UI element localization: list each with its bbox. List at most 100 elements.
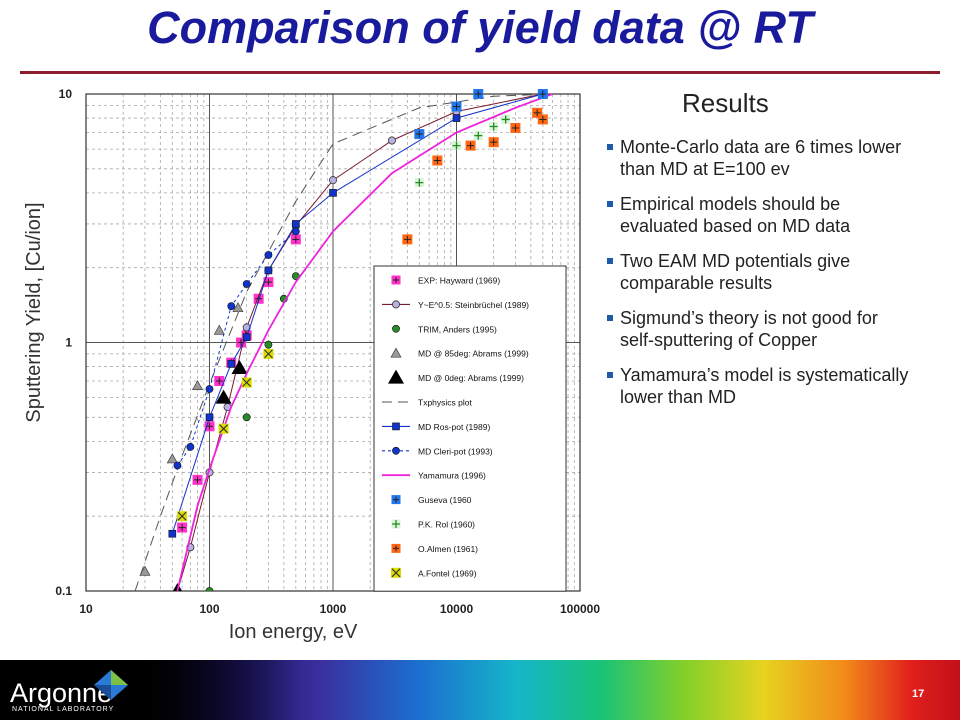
- results-heading: Results: [682, 88, 769, 118]
- series-p-k-rol-1960: [414, 114, 511, 188]
- x-tick-label: 100: [199, 602, 219, 616]
- legend-item: MD Ros-pot (1989): [382, 422, 490, 432]
- argonne-logo-text: Argonne: [10, 678, 113, 708]
- argonne-logo-icon: [94, 670, 128, 700]
- footer-fade: [0, 660, 300, 720]
- bullet-square-icon: [607, 315, 613, 321]
- legend-item: A.Fontel (1969): [391, 567, 477, 578]
- marker-cross: [539, 90, 547, 98]
- marker: [242, 413, 251, 422]
- marker-cross: [467, 142, 475, 150]
- marker: [231, 359, 248, 374]
- series-yamamura-1996: [176, 93, 553, 591]
- marker-cross: [511, 124, 519, 132]
- marker-cross: [474, 90, 482, 98]
- results-bullet: Monte-Carlo data are 6 times lower than …: [607, 136, 910, 180]
- legend-item: P.K. Rol (1960): [391, 519, 475, 530]
- legend-label: O.Almen (1961): [418, 544, 478, 554]
- marker: [392, 324, 400, 333]
- marker-cross: [453, 103, 460, 111]
- x-tick-label: 1000: [320, 602, 347, 616]
- marker: [329, 189, 337, 197]
- y-tick-label: 1: [65, 336, 72, 350]
- marker: [242, 333, 251, 342]
- x-tick-label: 100000: [560, 602, 600, 616]
- marker: [177, 511, 187, 521]
- marker: [291, 227, 300, 236]
- legend-label: Y~E^0.5: Steinbrüchel (1989): [418, 300, 529, 310]
- marker: [264, 251, 273, 259]
- marker: [205, 587, 214, 591]
- series-a-fontel-1969: [177, 348, 274, 522]
- marker-cross: [490, 138, 498, 146]
- marker: [452, 141, 461, 150]
- marker: [392, 520, 400, 528]
- marker: [213, 324, 225, 335]
- x-tick-label: 10: [79, 602, 93, 616]
- bullet-square-icon: [607, 372, 613, 378]
- marker: [501, 115, 510, 124]
- bullet-square-icon: [607, 258, 613, 264]
- marker: [474, 131, 483, 140]
- marker: [186, 443, 195, 451]
- marker: [215, 389, 232, 404]
- marker: [227, 360, 236, 368]
- marker: [292, 220, 300, 228]
- marker: [452, 114, 461, 122]
- legend-item: Y~E^0.5: Steinbrüchel (1989): [382, 300, 529, 310]
- x-axis-label: Ion energy, eV: [229, 621, 358, 643]
- marker-cross: [393, 496, 399, 503]
- legend-item: MD Cleri-pot (1993): [382, 446, 493, 456]
- series-guseva-1960: [414, 89, 548, 140]
- marker-cross: [215, 377, 223, 385]
- series-md-cleri-pot-1993: [173, 227, 300, 470]
- footer-bar: Argonne NATIONAL LABORATORY: [0, 660, 960, 720]
- marker: [192, 380, 204, 391]
- marker: [392, 446, 400, 455]
- series-txphysics-plot: [134, 93, 553, 591]
- marker: [264, 340, 273, 349]
- marker: [168, 529, 177, 538]
- series-line: [176, 93, 553, 591]
- marker: [391, 568, 401, 578]
- marker: [264, 266, 273, 275]
- y-tick-label: 0.1: [55, 584, 72, 598]
- bullet-text: Two EAM MD potentials give comparable re…: [620, 251, 851, 293]
- legend-label: Yamamura (1996): [418, 471, 486, 481]
- marker-cross: [539, 115, 547, 123]
- marker-cross: [393, 545, 399, 552]
- plot-frame: [85, 93, 581, 592]
- legend-item: EXP: Hayward (1969): [391, 275, 500, 286]
- marker: [205, 385, 214, 393]
- legend-item: Guseva (1960: [391, 495, 472, 505]
- series-line: [134, 93, 553, 591]
- legend-label: P.K. Rol (1960): [418, 520, 475, 530]
- legend-item: Yamamura (1996): [382, 471, 486, 481]
- marker: [219, 424, 228, 434]
- marker: [242, 280, 251, 288]
- series-md-85deg-abrams-1999: [139, 302, 244, 576]
- marker-cross: [292, 235, 300, 243]
- marker: [415, 178, 424, 187]
- legend-item: O.Almen (1961): [391, 543, 478, 554]
- data-layer: [134, 89, 553, 591]
- marker-cross: [433, 157, 441, 165]
- marker: [242, 378, 252, 387]
- marker-cross: [393, 277, 399, 283]
- yield-chart: 10 100 1000 10000 100000 0.1 1 10 Ion energy, eV…: [23, 87, 600, 643]
- page-number: 17: [912, 688, 925, 700]
- legend-item: TRIM, Anders (1995): [392, 324, 497, 334]
- bullet-square-icon: [607, 201, 613, 207]
- marker-cross: [264, 278, 272, 286]
- marker: [264, 349, 273, 359]
- bullet-text: Monte-Carlo data are 6 times lower than …: [620, 137, 902, 179]
- legend-box: [373, 265, 567, 592]
- bullet-text: Sigmund’s theory is not good for self-sp…: [620, 308, 878, 350]
- marker: [489, 122, 498, 131]
- marker: [166, 453, 178, 464]
- x-tick-label: 10000: [440, 602, 474, 616]
- y-axis-label: Sputtering Yield, [Cu/ion]: [23, 202, 45, 422]
- series-o-almen-1961: [402, 107, 548, 245]
- results-bullet: Empirical models should be evaluated bas…: [607, 193, 910, 237]
- legend-item: MD @ 85deg: Abrams (1999): [390, 347, 529, 359]
